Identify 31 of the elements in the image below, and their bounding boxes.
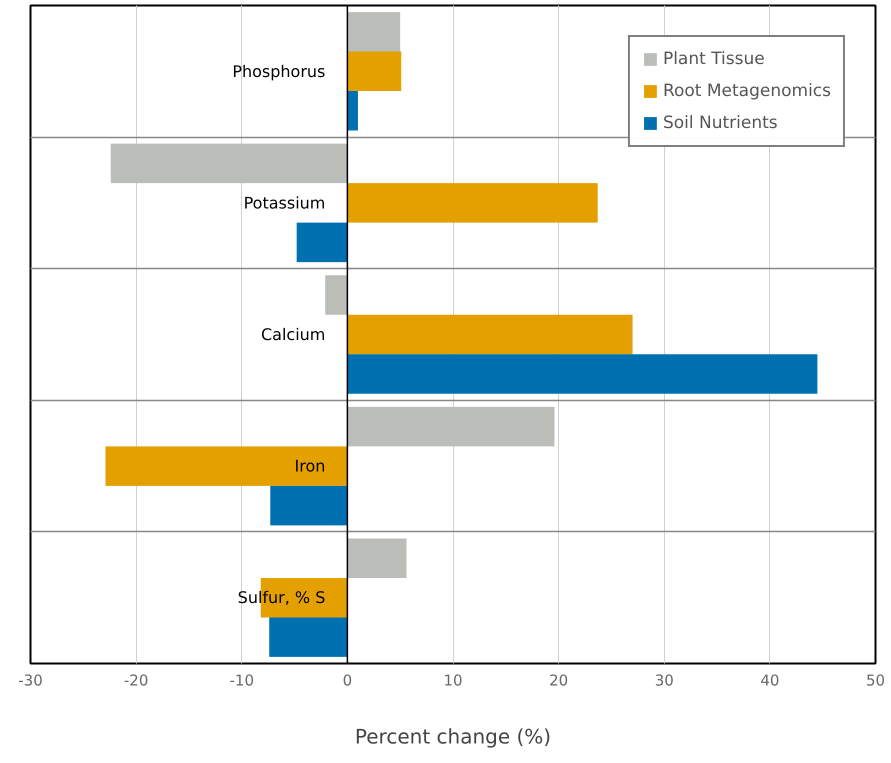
bar xyxy=(347,52,402,92)
bar xyxy=(347,538,407,578)
x-tick-label: 0 xyxy=(342,672,352,690)
y-tick-label: Potassium xyxy=(244,193,326,212)
legend-label: Plant Tissue xyxy=(662,49,765,69)
x-tick-label: -30 xyxy=(18,672,43,690)
x-tick-label: 40 xyxy=(760,672,780,690)
bar xyxy=(347,183,598,223)
y-tick-label: Calcium xyxy=(260,325,326,344)
legend-label: Root Metagenomics xyxy=(662,81,831,101)
x-tick-label: 50 xyxy=(866,672,886,690)
x-tick-label: 30 xyxy=(654,672,674,690)
x-axis-title: Percent change (%) xyxy=(354,724,552,748)
bar xyxy=(110,144,348,184)
bar xyxy=(105,446,348,486)
bar xyxy=(347,354,818,394)
y-tick-label: Iron xyxy=(294,456,326,476)
legend-label: Soil Nutrients xyxy=(662,113,778,133)
bar xyxy=(347,91,358,131)
x-tick-label: 10 xyxy=(443,672,463,690)
bar xyxy=(270,486,348,526)
bar xyxy=(347,406,554,446)
bar xyxy=(296,222,348,262)
bar xyxy=(347,314,633,354)
x-tick-label: -20 xyxy=(124,672,148,690)
y-tick-label: Phosphorus xyxy=(232,62,326,81)
x-tick-label: 20 xyxy=(549,672,568,690)
x-tick-label: -10 xyxy=(230,672,254,690)
bar xyxy=(325,275,348,315)
bar xyxy=(269,617,348,657)
bar xyxy=(347,12,400,52)
